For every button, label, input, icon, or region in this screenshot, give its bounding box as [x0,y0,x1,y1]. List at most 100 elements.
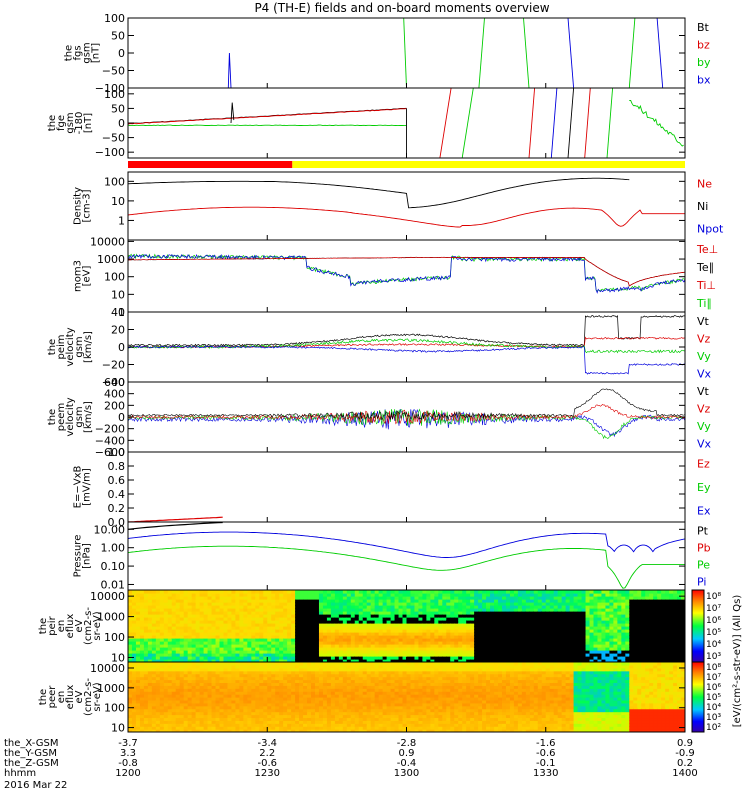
heatmap-cell [609,656,614,660]
heatmap-cell [462,620,467,624]
heatmap-cell [163,590,169,594]
heatmap-cell [382,641,388,645]
heatmap-cell [191,614,197,618]
heatmap-cell [183,682,189,686]
heatmap-cell [569,647,575,651]
heatmap-cell [454,611,459,615]
heatmap-cell [283,659,288,662]
heatmap-cell [163,729,169,732]
heatmap-cell [215,617,221,621]
heatmap-cell [147,670,153,675]
heatmap-cell [322,723,328,727]
heatmap-cell [442,614,447,618]
heatmap-cell [195,723,201,727]
heatmap-cell [207,708,213,713]
heatmap-cell [577,593,583,597]
heatmap-cell [406,590,412,594]
heatmap-cell [482,659,487,662]
heatmap-cell [498,647,503,651]
heatmap-cell [545,602,551,606]
heatmap-cell [394,608,400,612]
heatmap-cell [597,593,603,597]
heatmap-cell [565,638,571,642]
heatmap-cell [330,611,336,615]
heatmap-cell [171,702,177,707]
heatmap-cell [358,632,364,636]
heatmap-cell [597,656,603,660]
heatmap-cell [307,688,312,692]
heatmap-cell [151,729,157,732]
heatmap-cell [410,659,416,662]
heatmap-cell [613,647,618,651]
heatmap-cell [247,717,252,721]
heatmap-cell [450,602,455,606]
heatmap-cell [494,641,499,645]
heatmap-cell [478,638,483,642]
heatmap-cell [525,650,531,654]
heatmap-cell [151,620,157,624]
heatmap-cell [541,644,547,648]
heatmap-cell [474,638,479,642]
heatmap-cell [553,656,559,660]
heatmap-cell [175,697,181,701]
heatmap-cell [617,623,622,627]
heatmap-cell [279,691,284,695]
heatmap-cell [474,605,479,609]
heatmap-cell [279,717,284,721]
heatmap-cell [318,691,324,695]
heatmap-cell [263,688,268,692]
heatmap-cell [322,714,328,719]
heatmap-cell [402,599,408,603]
heatmap-cell [191,638,197,642]
heatmap-cell [203,682,209,686]
heatmap-cell [601,599,607,603]
heatmap-cell [263,717,268,721]
heatmap-cell [251,620,256,624]
heatmap-cell [295,605,300,609]
heatmap-cell [334,611,340,615]
heatmap-cell [187,635,193,639]
heatmap-cell [402,659,408,662]
heatmap-cell [235,644,240,648]
heatmap-cell [334,688,340,692]
heatmap-cell [466,638,471,642]
heatmap-cell [267,644,272,648]
heatmap-cell [681,608,685,612]
heatmap-cell [342,670,348,675]
heatmap-cell [370,644,376,648]
heatmap-cell [243,699,248,704]
y-tick-label: −50 [102,65,125,78]
heatmap-cell [243,590,248,594]
heatmap-cell [593,617,599,621]
heatmap-cell [585,647,591,651]
heatmap-cell [251,617,256,621]
heatmap-cell [303,673,308,678]
heatmap-cell [283,593,288,597]
heatmap-cell [637,641,642,645]
heatmap-cell [283,632,288,636]
heatmap-cell [661,596,666,600]
heatmap-cell [541,599,547,603]
heatmap-cell [243,711,248,716]
heatmap-cell [307,650,312,654]
heatmap-cell [295,629,300,633]
heatmap-cell [307,694,312,698]
heatmap-cell [422,620,427,624]
heatmap-cell [326,662,332,666]
heatmap-cell [509,599,515,603]
heatmap-cell [446,599,451,603]
heatmap-cell [295,717,300,721]
heatmap-cell [314,590,320,594]
heatmap-cell [147,602,153,606]
heatmap-cell [326,699,332,704]
heatmap-cell [314,705,320,710]
heatmap-cell [545,590,551,594]
heatmap-cell [243,620,248,624]
heatmap-cell [267,611,272,615]
heatmap-cell [609,617,614,621]
heatmap-cell [462,635,467,639]
heatmap-cell [227,653,233,657]
heatmap-cell [239,656,244,660]
heatmap-cell [621,650,626,654]
heatmap-cell [406,641,412,645]
